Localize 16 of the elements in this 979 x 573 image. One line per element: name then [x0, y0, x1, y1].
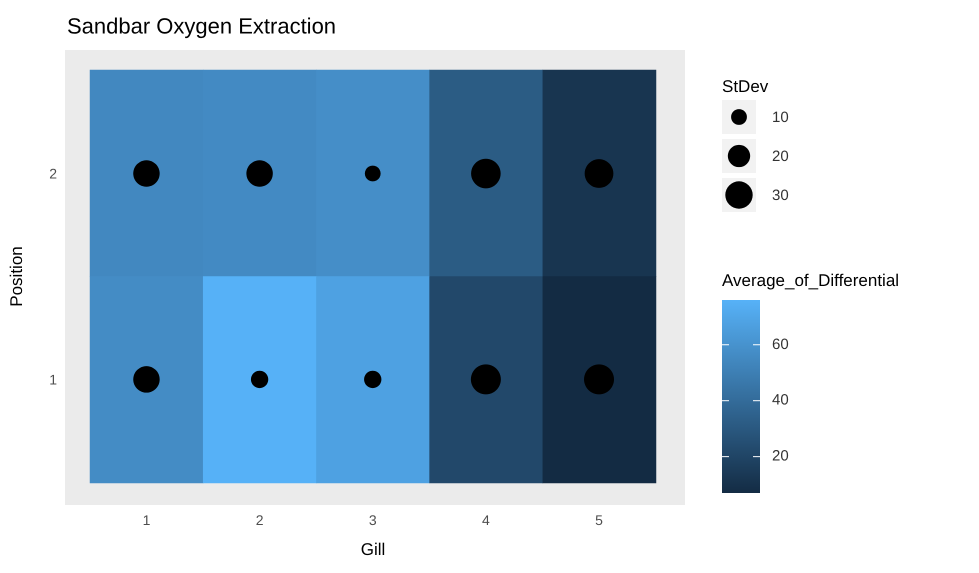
legend-label: 10	[772, 109, 789, 126]
x-tick-label: 1	[142, 512, 151, 528]
color-bar-label: 40	[772, 392, 789, 409]
color-bar-title: Average_of_Differential	[722, 271, 900, 290]
color-bar-label: 60	[772, 336, 789, 353]
y-axis-title: Position	[7, 246, 26, 307]
color-bar-label: 20	[772, 448, 789, 465]
x-axis-title: Gill	[360, 540, 386, 559]
x-tick-label: 4	[482, 512, 490, 528]
legend-label: 30	[772, 187, 789, 204]
x-tick-label: 2	[256, 512, 264, 528]
x-tick-label: 3	[368, 512, 377, 528]
x-tick-label: 5	[595, 512, 604, 528]
legend-title: StDev	[722, 77, 769, 96]
legend-label: 20	[772, 148, 789, 165]
chart-title: Sandbar Oxygen Extraction	[67, 14, 336, 38]
